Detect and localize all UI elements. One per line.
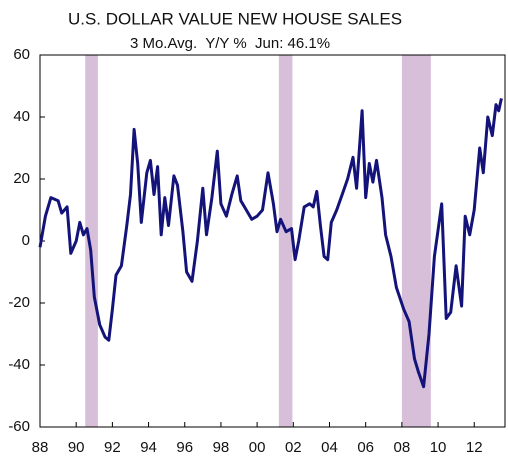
x-tick-label: 90 bbox=[68, 439, 85, 456]
recession-band bbox=[278, 55, 293, 427]
chart-title: U.S. DOLLAR VALUE NEW HOUSE SALES bbox=[68, 9, 402, 28]
y-tick-label: 20 bbox=[13, 170, 30, 187]
x-tick-label: 92 bbox=[104, 439, 121, 456]
x-tick-label: 00 bbox=[249, 439, 266, 456]
x-tick-label: 04 bbox=[321, 439, 338, 456]
x-tick-label: 12 bbox=[466, 439, 483, 456]
y-tick-label: 40 bbox=[13, 108, 30, 125]
x-tick-label: 10 bbox=[430, 439, 447, 456]
x-tick-label: 88 bbox=[32, 439, 49, 456]
data-line bbox=[38, 98, 503, 389]
x-tick-label: 98 bbox=[213, 439, 230, 456]
y-tick-label: -40 bbox=[8, 356, 30, 373]
x-tick-label: 96 bbox=[176, 439, 193, 456]
y-tick-label: 60 bbox=[13, 46, 30, 63]
recession-band bbox=[85, 55, 98, 427]
x-tick-label: 94 bbox=[140, 439, 157, 456]
chart-subtitle: 3 Mo.Avg. Y/Y % Jun: 46.1% bbox=[130, 35, 330, 52]
y-tick-label: 0 bbox=[22, 232, 30, 249]
x-tick-label: 08 bbox=[394, 439, 411, 456]
x-tick-label: 06 bbox=[357, 439, 374, 456]
y-tick-label: -20 bbox=[8, 294, 30, 311]
y-tick-label: -60 bbox=[8, 418, 30, 435]
x-tick-label: 02 bbox=[285, 439, 302, 456]
